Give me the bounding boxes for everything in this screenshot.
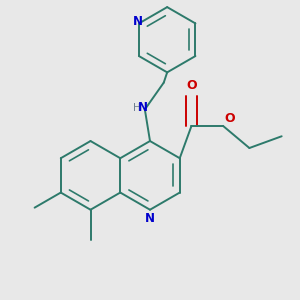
Text: N: N (137, 101, 148, 115)
Text: O: O (186, 79, 197, 92)
Text: N: N (132, 15, 142, 28)
Text: O: O (224, 112, 235, 125)
Text: N: N (145, 212, 155, 225)
Text: H: H (133, 103, 140, 113)
